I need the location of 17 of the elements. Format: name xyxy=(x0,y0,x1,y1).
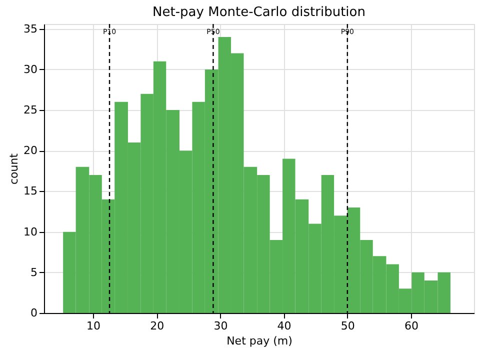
y-tick-label: 25 xyxy=(24,104,38,117)
x-tick-label: 10 xyxy=(86,320,100,332)
y-tick-label: 30 xyxy=(24,62,38,76)
x-tick-label: 20 xyxy=(150,320,164,332)
x-axis-title: Net pay (m) xyxy=(226,334,292,348)
y-tick-label: 0 xyxy=(30,306,38,320)
y-tick-label: 15 xyxy=(24,184,38,198)
x-tick-label: 60 xyxy=(404,320,419,332)
x-tick-label: 50 xyxy=(340,320,355,332)
x-tick-label: 40 xyxy=(277,320,292,332)
y-axis-title: count xyxy=(8,152,21,185)
chart-title: Net-pay Monte-Carlo distribution xyxy=(152,4,366,20)
y-tick-label: 10 xyxy=(24,225,38,238)
y-tick-label: 20 xyxy=(24,144,38,158)
x-tick-label: 30 xyxy=(214,320,228,332)
y-tick-label: 35 xyxy=(24,22,38,36)
y-tick-label: 5 xyxy=(30,266,38,279)
